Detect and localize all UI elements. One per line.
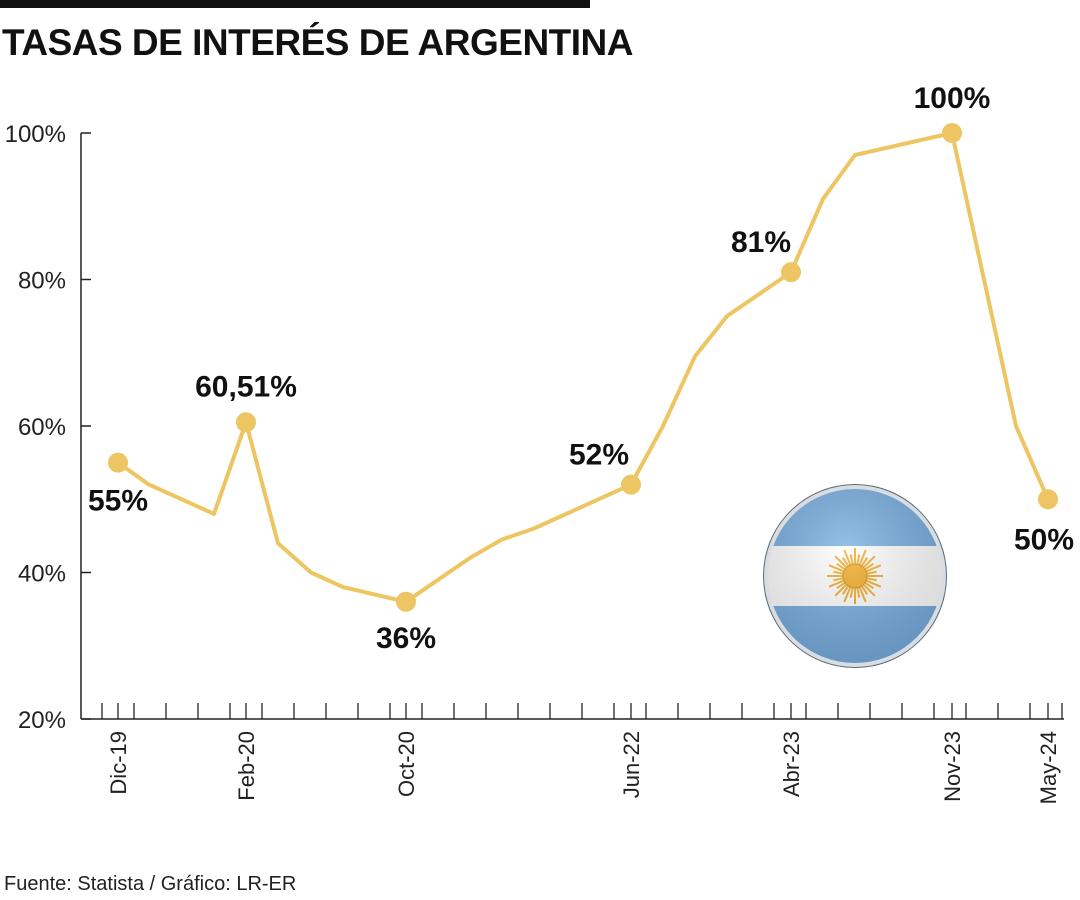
title-rule [0,0,590,8]
series-line [116,131,1050,604]
data-label: 50% [1014,523,1074,556]
data-point [1038,489,1058,510]
y-tick-label: 20% [18,707,66,734]
flag-bevel [764,485,946,667]
argentina-flag-icon [763,484,947,668]
data-point [108,452,128,473]
data-label: 36% [376,622,436,655]
x-tick-label: Oct-20 [394,731,419,797]
data-label: 60,51% [195,370,297,403]
data-label: 55% [88,485,148,518]
x-tick-label: Nov-23 [940,731,965,802]
data-point [781,262,801,283]
data-label: 100% [914,82,991,115]
series-group [116,131,1050,604]
labeled-points: 55% 60,51% 36% 52% 81% 100% 50% [88,82,1074,655]
data-point [236,412,256,433]
y-tick-label: 40% [18,561,66,588]
x-tick-label: May-24 [1036,731,1061,804]
y-tick-label: 100% [5,121,66,148]
data-point [942,123,962,143]
x-tick-label: Dic-19 [106,731,131,795]
data-point [621,474,641,495]
x-tick-label: Feb-20 [234,731,259,801]
x-tick-label: Jun-22 [619,731,644,798]
y-tick-label: 80% [18,268,66,295]
data-label: 81% [731,226,791,259]
x-axis-ticks: Dic-19 Feb-20 Oct-20 Jun-22 Abr-23 Nov-23 May-… [101,703,1063,804]
flag-gloss [767,488,943,664]
x-tick-label: Abr-23 [779,731,804,797]
flag-body [767,488,943,664]
data-label: 52% [569,439,629,472]
source-note: Fuente: Statista / Gráfico: LR-ER [4,873,297,895]
data-point [396,591,416,612]
y-tick-label: 60% [18,414,66,441]
y-axis-ticks: 20% 40% 60% 80% 100% [5,121,91,734]
chart-title: TASAS DE INTERÉS DE ARGENTINA [2,22,634,63]
